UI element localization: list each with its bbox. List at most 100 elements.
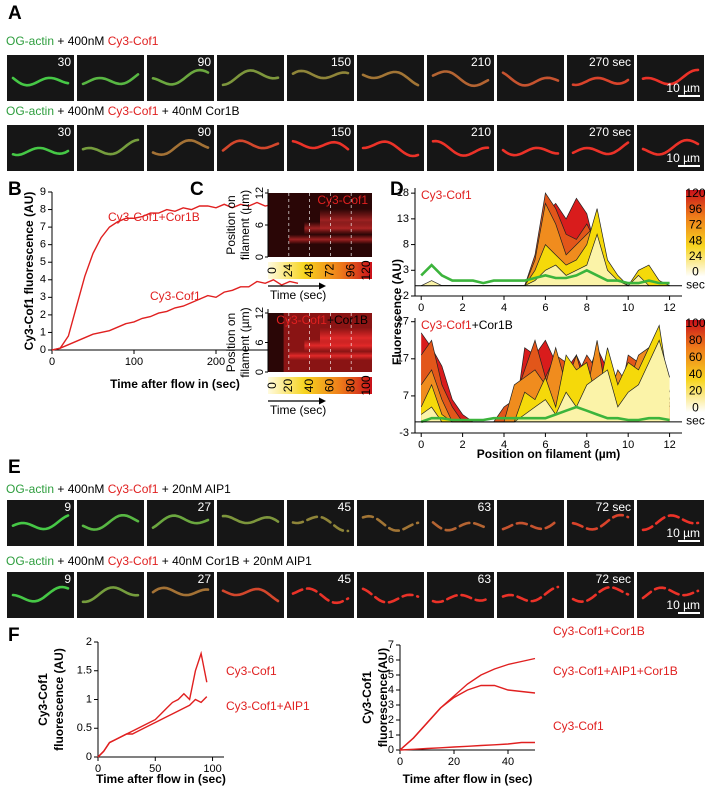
filament [571, 76, 630, 87]
y-axis-label: Position on [224, 195, 238, 254]
caption-part: OG-actin [6, 34, 54, 48]
micrograph-frame [357, 55, 424, 101]
filament [361, 514, 420, 532]
micrograph-frame [287, 125, 354, 171]
data-line [420, 263, 670, 285]
y-tick-label: 6 [254, 339, 266, 345]
frame-time: 72 sec [596, 500, 631, 514]
y-axis-label: Cy3-Cof1 [36, 673, 50, 726]
chart-title-part: Cy3-Cof1 [421, 188, 472, 202]
kymograph-wash [283, 313, 372, 372]
micrograph-frame [357, 500, 424, 546]
colorbar-tick-label: 72 [689, 218, 703, 232]
x-axis-label: Time (sec) [270, 288, 326, 302]
y-tick-label: 8 [403, 238, 409, 250]
colorbar-tick-label: 48 [689, 233, 703, 247]
y-tick-label: 13 [397, 213, 409, 225]
micrograph-frame [147, 55, 214, 101]
panel-label: E [8, 457, 21, 478]
caption-part: + 40nM Cor1B [158, 104, 239, 118]
x-tick-label: 0 [95, 763, 101, 775]
colorbar-tick-label: 60 [689, 350, 703, 364]
filament [11, 76, 70, 87]
colorbar-tick-label: 0 [265, 382, 279, 389]
filament [151, 138, 210, 157]
x-tick-label: 6 [542, 439, 548, 451]
frame-time: 72 sec [596, 572, 631, 586]
scale-bar-label: 10 µm [666, 151, 700, 165]
colorbar-tick-label: 100 [359, 375, 373, 395]
frame-time: 9 [64, 500, 71, 514]
y-tick-label: 7 [388, 639, 394, 651]
filament [291, 515, 350, 533]
y-axis-label: fluorescence (AU) [52, 648, 66, 751]
colorbar-tick-label: 100 [685, 316, 705, 330]
y-tick-label: 4 [388, 684, 394, 696]
filament [151, 586, 210, 597]
colorbar [686, 320, 705, 413]
x-tick-label: 10 [622, 302, 634, 314]
data-line [51, 279, 299, 351]
y-tick-label: 8 [40, 203, 46, 215]
y-tick-label: 1 [388, 729, 394, 741]
time-arrow-head [319, 397, 326, 405]
x-tick-label: 100 [203, 763, 221, 775]
colorbar-tick-label: 0 [692, 265, 699, 279]
filament [221, 139, 280, 152]
frame-time: 30 [58, 55, 72, 69]
frame-time: 9 [64, 572, 71, 586]
frame-time: 45 [338, 500, 352, 514]
chart-title-part: Cy3-Cof1 [317, 193, 368, 207]
caption-part: OG-actin [6, 554, 54, 568]
colorbar-tick-label: 120 [685, 186, 705, 200]
x-tick-label: 0 [418, 439, 424, 451]
y-tick-label: 9 [40, 186, 46, 198]
filament [221, 69, 280, 87]
colorbar-tick-label: 72 [323, 264, 337, 278]
scale-bar-label: 10 µm [666, 526, 700, 540]
filament [151, 514, 210, 529]
caption-part: Cy3-Cof1 [108, 554, 159, 568]
filament [431, 70, 490, 88]
area-fill [421, 208, 670, 286]
chart-title: Cy3-Cof1+Cor1B [421, 318, 513, 332]
colorbar-tick-label: 24 [281, 264, 295, 278]
frame-time: 27 [198, 500, 212, 514]
y-tick-label: -3 [399, 427, 409, 439]
micrograph-frame [147, 125, 214, 171]
x-tick-label: 200 [207, 356, 225, 368]
colorbar-tick-label: 24 [689, 249, 703, 263]
y-tick-label: 12 [254, 307, 266, 319]
panel-label: C [190, 179, 204, 200]
colorbar-tick-label: 0 [692, 400, 699, 414]
y-axis-label: filament (µm) [238, 190, 252, 260]
x-axis-label: Time after flow in (sec) [96, 772, 226, 786]
caption-part: OG-actin [6, 104, 54, 118]
panel-label: B [8, 179, 22, 200]
series-label: Cy3-Cof1+Cor1B [553, 624, 645, 638]
y-tick-label: 0 [254, 369, 266, 375]
y-tick-label: 7 [40, 221, 46, 233]
frame-time: 30 [58, 125, 72, 139]
frame-time: 63 [478, 500, 492, 514]
micrograph-frame [77, 500, 144, 546]
caption-part: + 40nM Cor1B + 20nM AIP1 [158, 554, 312, 568]
panel-label: A [8, 3, 22, 24]
caption-part: + 400nM [54, 554, 108, 568]
filament [361, 587, 420, 604]
caption-part: Cy3-Cof1 [108, 34, 159, 48]
frame-time: 45 [338, 572, 352, 586]
y-tick-label: 1 [40, 326, 46, 338]
panel-label: D [390, 179, 404, 200]
x-tick-label: 4 [501, 302, 507, 314]
filament [571, 141, 630, 156]
y-tick-label: 0.5 [77, 722, 92, 734]
area-fill [421, 234, 670, 286]
x-tick-label: 100 [125, 356, 143, 368]
y-tick-label: 5 [388, 669, 394, 681]
x-tick-label: 40 [502, 756, 514, 768]
series-label: Cy3-Cof1 [226, 664, 277, 678]
colorbar [268, 262, 372, 279]
filament [81, 73, 140, 86]
y-tick-label: 0 [86, 751, 92, 763]
